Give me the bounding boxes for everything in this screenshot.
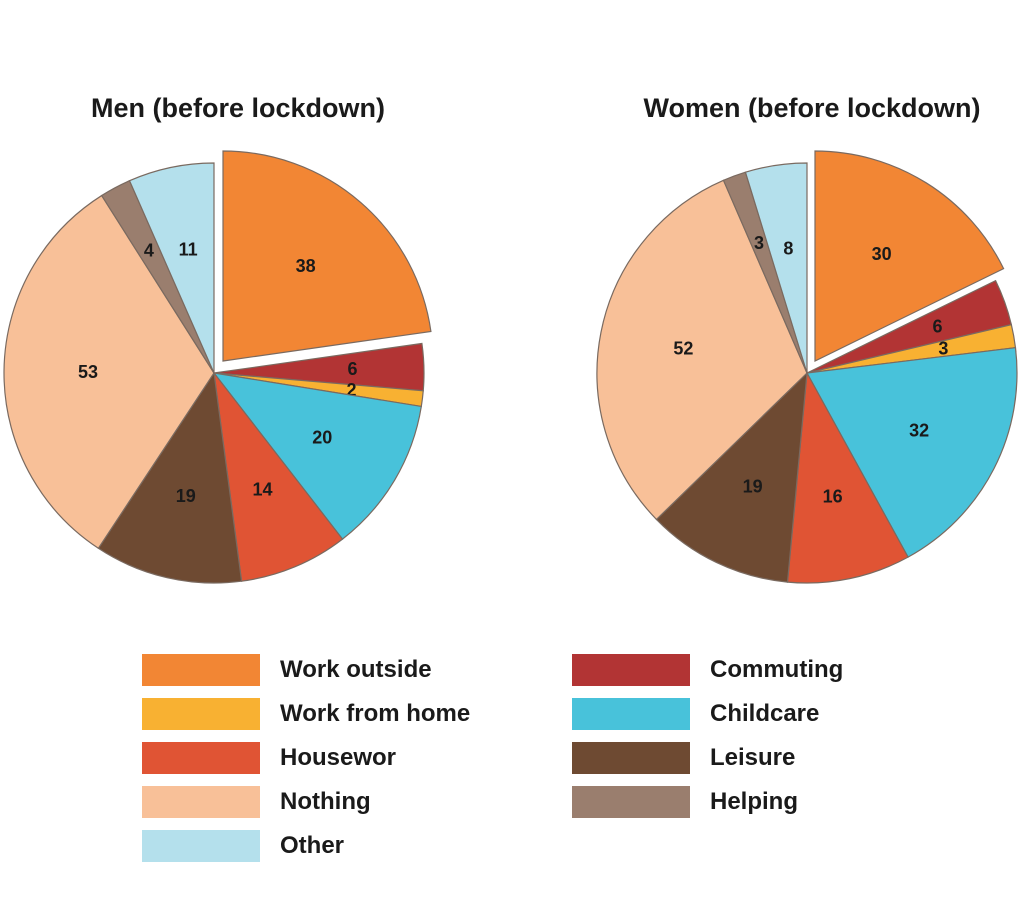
men-value-label-helping: 4	[144, 241, 154, 261]
women-value-label-nothing: 52	[673, 339, 693, 359]
legend-swatch	[572, 786, 690, 818]
women-slice-leisure	[655, 371, 808, 583]
men-value-label-other: 11	[179, 240, 198, 260]
men-slice-work-outside	[222, 150, 432, 362]
men-chart-title: Men (before lockdown)	[91, 93, 385, 123]
legend-swatch	[572, 742, 690, 774]
legend-label: Childcare	[710, 700, 820, 727]
women-value-label-childcare: 32	[909, 421, 929, 441]
legend-label: Helping	[710, 788, 798, 815]
men-slice-housewor	[213, 370, 344, 582]
men-value-label-commuting: 6	[348, 359, 358, 379]
men-slice-nothing	[3, 194, 215, 550]
legend-swatch	[142, 698, 260, 730]
women-value-label-helping: 3	[754, 233, 764, 253]
legend-label: Other	[280, 832, 345, 859]
women-slice-housewor	[786, 370, 909, 584]
men-value-label-childcare: 20	[312, 427, 332, 447]
women-value-label-work-from-home: 3	[938, 339, 948, 359]
legend: Work outside Work from home Housewor Not…	[142, 652, 902, 872]
men-slice-other	[128, 162, 215, 374]
legend-label: Nothing	[280, 788, 371, 815]
men-value-label-nothing: 53	[78, 362, 98, 382]
legend-label: Leisure	[710, 744, 796, 771]
women-value-label-leisure: 19	[743, 477, 763, 497]
legend-swatch	[572, 698, 690, 730]
women-slice-other	[744, 162, 808, 374]
legend-label: Work outside	[280, 656, 432, 683]
women-value-label-work-outside: 30	[872, 244, 892, 264]
legend-swatch	[142, 742, 260, 774]
women-value-label-commuting: 6	[932, 316, 942, 336]
legend-label: Work from home	[280, 700, 471, 727]
legend-swatch	[572, 654, 690, 686]
men-slice-childcare	[212, 372, 423, 540]
women-value-label-other: 8	[783, 238, 793, 258]
women-value-label-housewor: 16	[823, 486, 843, 506]
legend-swatch	[142, 654, 260, 686]
men-slice-leisure	[97, 371, 243, 584]
men-value-label-work-from-home: 2	[347, 380, 357, 400]
legend-swatch	[142, 830, 260, 862]
legend-swatch	[142, 786, 260, 818]
women-chart-title: Women (before lockdown)	[643, 93, 980, 123]
men-value-label-work-outside: 38	[296, 256, 316, 276]
men-value-label-housewor: 14	[252, 479, 272, 499]
men-pie: 38 62 20 14 19 53 4 11	[3, 150, 432, 584]
legend-label: Housewor	[280, 744, 397, 771]
women-slice-nothing	[596, 179, 808, 521]
legend-label: Commuting	[710, 656, 844, 683]
women-slice-work-outside	[814, 150, 1005, 362]
women-slice-childcare	[806, 347, 1018, 558]
men-value-label-leisure: 19	[176, 486, 196, 506]
